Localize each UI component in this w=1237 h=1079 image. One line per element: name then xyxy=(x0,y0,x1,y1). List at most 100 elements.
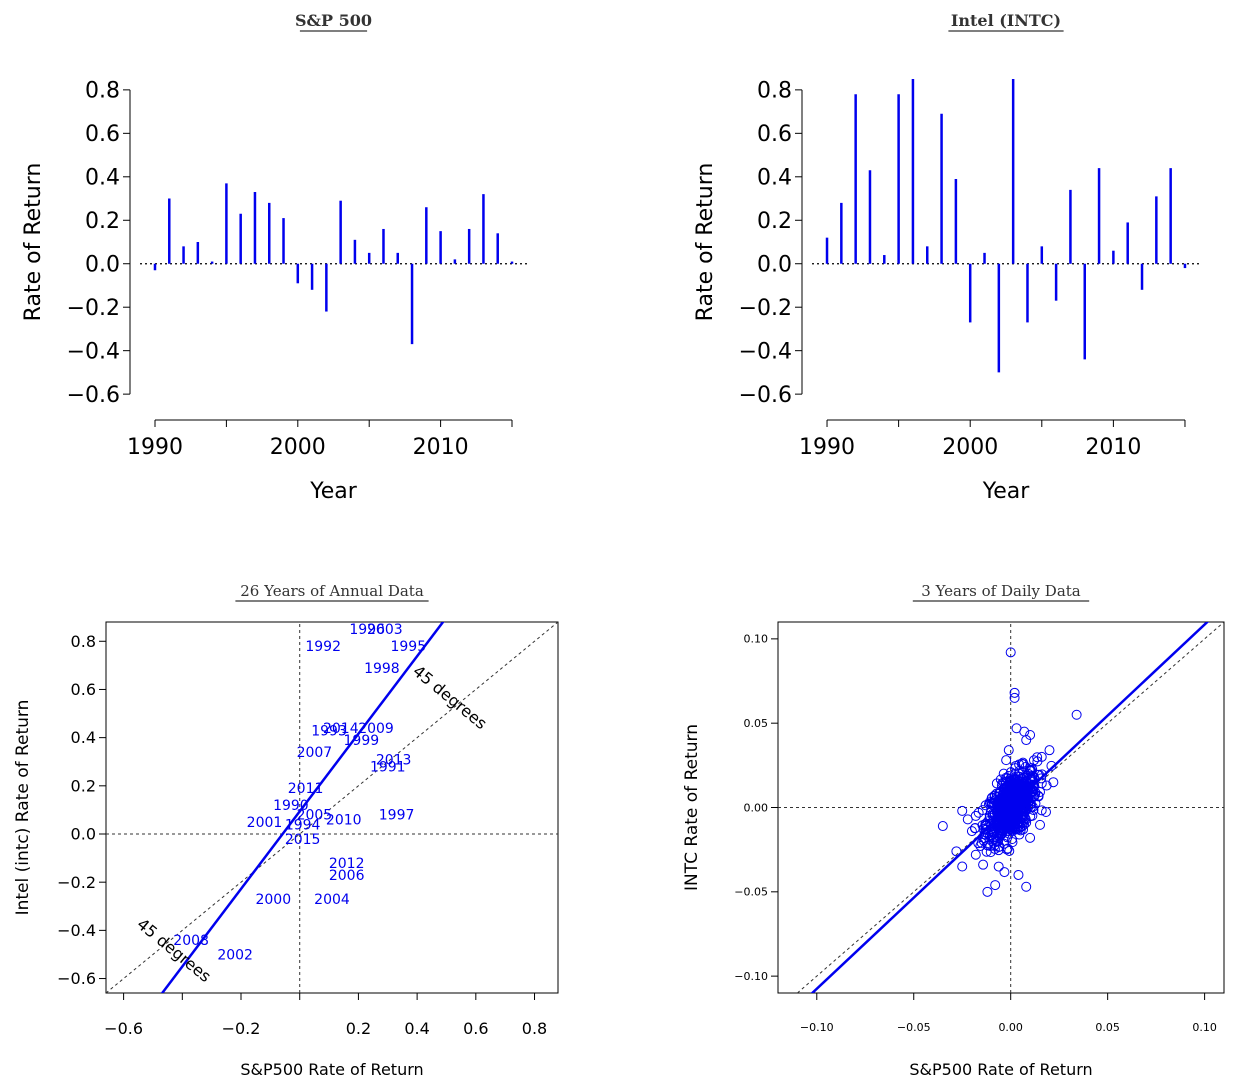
point xyxy=(957,861,968,872)
y-tick-label: −0.4 xyxy=(57,921,96,940)
plot-area: 1990 1991 1992 1993 1994 1995 1996 1997 1998 1999… xyxy=(106,622,558,993)
x-axis-label: S&P500 Rate of Return xyxy=(240,1060,423,1079)
point-label-2015: 2015 xyxy=(285,832,321,848)
point xyxy=(970,810,981,821)
point xyxy=(1044,745,1055,756)
y-tick-label: −0.6 xyxy=(57,969,96,988)
point xyxy=(993,816,1004,827)
point xyxy=(1025,801,1036,812)
y-tick-label: 0.4 xyxy=(757,166,792,191)
point xyxy=(999,806,1010,817)
point-label-2000: 2000 xyxy=(255,892,291,908)
x-tick-label: 1990 xyxy=(799,435,855,460)
point xyxy=(1048,777,1059,788)
x-tick-label: 2010 xyxy=(1085,435,1141,460)
point-label-1991: 1991 xyxy=(370,760,406,776)
point-label-1999: 1999 xyxy=(344,733,380,749)
point xyxy=(1034,769,1045,780)
y-axis-label: INTC Rate of Return xyxy=(682,724,702,891)
point-label-2012: 2012 xyxy=(329,856,365,872)
point xyxy=(1014,829,1025,840)
point xyxy=(1023,785,1034,796)
chart-title: 3 Years of Daily Data xyxy=(921,582,1081,600)
point xyxy=(1003,821,1014,832)
point-label-2010: 2010 xyxy=(326,813,362,829)
y-tick-label: 0.0 xyxy=(757,252,792,277)
x-axis-label: S&P500 Rate of Return xyxy=(909,1060,1092,1079)
point-label-1998: 1998 xyxy=(364,661,400,677)
chart-1: S&P 500 −0.6 −0.4 −0.2 0.0 0.2 0.4 0.6 0.8 1990 20… xyxy=(21,11,527,504)
point xyxy=(1009,815,1020,826)
point xyxy=(1040,807,1051,818)
x-tick-label: 0.10 xyxy=(1192,1021,1217,1034)
chart-4: 3 Years of Daily Data −0.10 −0.05 0.00 0.05 0… xyxy=(682,582,1225,1079)
point xyxy=(1008,809,1019,820)
chart-title: Intel (INTC) xyxy=(951,11,1061,30)
point-label-2007: 2007 xyxy=(297,745,333,761)
point xyxy=(979,829,990,840)
point xyxy=(1007,834,1018,845)
point xyxy=(990,880,1001,891)
y-tick-label: −0.10 xyxy=(734,970,768,983)
point xyxy=(993,861,1004,872)
x-tick-label: 1990 xyxy=(127,435,183,460)
y-tick-label: 0.8 xyxy=(71,632,96,651)
x-tick-label: −0.05 xyxy=(897,1021,931,1034)
point xyxy=(1028,755,1039,766)
y-tick-label: −0.6 xyxy=(67,383,120,408)
point xyxy=(1003,745,1014,756)
y-tick-label: 0.0 xyxy=(71,825,96,844)
plot-frame xyxy=(105,621,559,994)
point-label-1996: 1996 xyxy=(349,622,385,638)
y-tick-label: −0.2 xyxy=(67,296,120,321)
point xyxy=(1012,793,1023,804)
x-tick-label: 0.00 xyxy=(998,1021,1023,1034)
point xyxy=(976,837,987,848)
chart-title: S&P 500 xyxy=(295,11,372,30)
y-tick-label: −0.2 xyxy=(739,296,792,321)
point xyxy=(969,823,980,834)
y-tick-label: 0.2 xyxy=(71,776,96,795)
point xyxy=(957,805,968,816)
point xyxy=(991,831,1002,842)
point-label-1993: 1993 xyxy=(311,723,347,739)
point xyxy=(951,846,962,857)
point xyxy=(1021,800,1032,811)
chart-3: 26 Years of Annual Data −0.6 −0.4 −0.2 0.0 0.… xyxy=(13,582,559,1079)
point xyxy=(1025,776,1036,787)
point xyxy=(978,859,989,870)
y-tick-label: 0.2 xyxy=(757,209,792,234)
point-label-1992: 1992 xyxy=(305,639,341,655)
point-label-2009: 2009 xyxy=(358,721,394,737)
reference-label: 45 degrees xyxy=(133,914,215,986)
y-tick-label: 0.10 xyxy=(744,633,769,646)
point xyxy=(1009,687,1020,698)
point-label-1995: 1995 xyxy=(390,639,426,655)
point xyxy=(980,818,991,829)
y-tick-label: −0.4 xyxy=(739,339,792,364)
y-tick-label: 0.8 xyxy=(85,79,120,104)
point-label-2014: 2014 xyxy=(323,721,359,737)
point xyxy=(992,798,1003,809)
y-tick-label: −0.6 xyxy=(739,383,792,408)
point xyxy=(982,816,993,827)
point xyxy=(1005,807,1016,818)
point xyxy=(937,821,948,832)
y-tick-label: 0.8 xyxy=(757,79,792,104)
point xyxy=(1018,785,1029,796)
y-tick-label: 0.05 xyxy=(744,717,769,730)
point xyxy=(1001,844,1012,855)
point xyxy=(1033,791,1044,802)
x-tick-label: −0.6 xyxy=(104,1019,143,1038)
point-label-1990: 1990 xyxy=(273,798,309,814)
point xyxy=(966,826,977,837)
point-label-2006: 2006 xyxy=(329,868,365,884)
y-axis-label: Rate of Return xyxy=(21,163,46,322)
point xyxy=(1013,869,1024,880)
point xyxy=(1006,815,1017,826)
chart-2: Intel (INTC) −0.6 −0.4 −0.2 0.0 0.2 0.4 0.6 0.8 1… xyxy=(693,11,1200,504)
point xyxy=(1032,752,1043,763)
y-axis-label: Rate of Return xyxy=(693,163,718,322)
point xyxy=(982,840,993,851)
